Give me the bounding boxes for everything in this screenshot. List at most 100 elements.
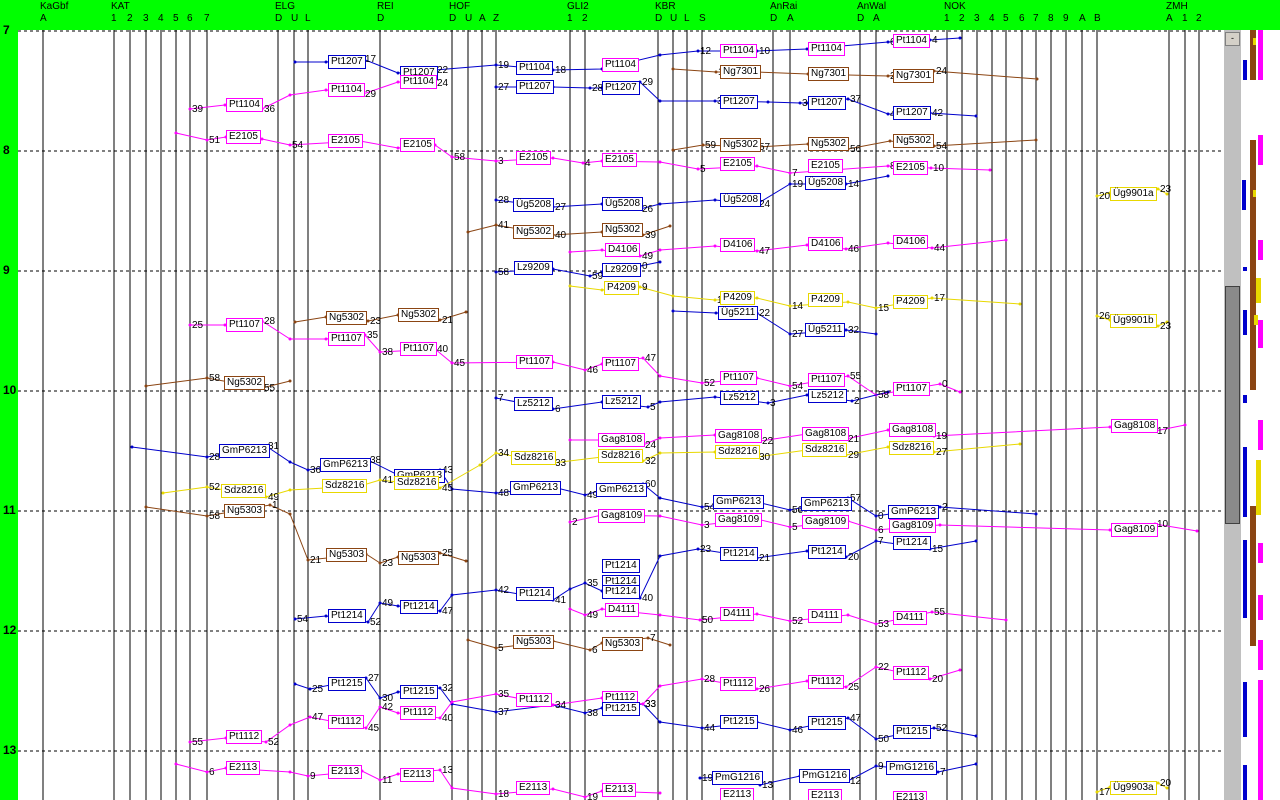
train-number-label[interactable]: Lz5212 (720, 391, 759, 405)
train-number-label[interactable]: Pt1207 (516, 80, 554, 94)
train-number-label[interactable]: Gag8108 (598, 433, 646, 447)
train-number-label[interactable]: E2113 (720, 788, 755, 800)
train-number-label[interactable]: Pt1214 (516, 587, 554, 601)
train-number-label[interactable]: E2113 (516, 781, 551, 795)
train-number-label[interactable]: Pt1207 (808, 96, 846, 110)
train-number-label[interactable]: Pt1104 (328, 83, 365, 97)
train-number-label[interactable]: Üg5208 (602, 197, 644, 211)
train-number-label[interactable]: Pt1214 (328, 609, 366, 623)
train-number-label[interactable]: Pt1112 (516, 693, 553, 707)
train-number-label[interactable]: Ng5302 (893, 134, 935, 148)
train-number-label[interactable]: Gag8109 (889, 519, 937, 533)
train-number-label[interactable]: Pt1107 (516, 355, 553, 369)
train-number-label[interactable]: Lz5212 (514, 397, 553, 411)
train-number-label[interactable]: Üg5211 (718, 306, 759, 320)
train-number-label[interactable]: GmP6213 (801, 497, 853, 511)
train-number-label[interactable]: Pt1107 (328, 332, 365, 346)
train-number-label[interactable]: GmP6213 (888, 505, 940, 519)
train-number-label[interactable]: Pt1207 (602, 81, 640, 95)
train-number-label[interactable]: E2105 (328, 134, 363, 148)
train-number-label[interactable]: E2105 (808, 159, 843, 173)
train-number-label[interactable]: Ng7301 (808, 67, 850, 81)
train-number-label[interactable]: PmG1216 (799, 769, 851, 783)
train-number-label[interactable]: Ng5302 (602, 223, 644, 237)
train-number-label[interactable]: D4106 (605, 243, 641, 257)
train-number-label[interactable]: Gag8109 (802, 515, 850, 529)
train-number-label[interactable]: Üg5208 (805, 176, 847, 190)
train-number-label[interactable]: Üg9901b (1110, 314, 1157, 328)
train-number-label[interactable]: Ng5302 (513, 225, 555, 239)
vertical-scrollbar[interactable]: - (1224, 30, 1241, 800)
train-number-label[interactable]: E2113 (602, 783, 637, 797)
train-number-label[interactable]: D4111 (808, 609, 842, 623)
train-number-label[interactable]: Pt1215 (328, 677, 366, 691)
train-number-label[interactable]: Pt1214 (893, 536, 931, 550)
train-number-label[interactable]: Üg5211 (805, 323, 846, 337)
train-number-label[interactable]: Ng7301 (893, 69, 935, 83)
train-number-label[interactable]: Sdz8216 (802, 443, 848, 457)
train-number-label[interactable]: Gag8109 (598, 509, 646, 523)
train-number-label[interactable]: Ng5303 (602, 637, 644, 651)
train-number-label[interactable]: Gag8108 (715, 429, 763, 443)
train-number-label[interactable]: E2105 (893, 161, 928, 175)
train-number-label[interactable]: Lz9209 (514, 261, 553, 275)
train-number-label[interactable]: P4209 (604, 281, 639, 295)
scroll-up-button[interactable]: - (1225, 32, 1240, 46)
train-number-label[interactable]: P4209 (893, 295, 928, 309)
train-number-label[interactable]: Ng5303 (326, 548, 368, 562)
train-number-label[interactable]: D4106 (808, 237, 844, 251)
train-number-label[interactable]: Lz9209 (602, 263, 641, 277)
train-number-label[interactable]: Sdz8216 (598, 449, 644, 463)
train-number-label[interactable]: Pt1112 (720, 677, 757, 691)
train-number-label[interactable]: Pt1112 (893, 666, 930, 680)
train-number-label[interactable]: Gag8108 (889, 423, 937, 437)
train-number-label[interactable]: Pt1107 (720, 371, 757, 385)
train-number-label[interactable]: Pt1214 (602, 585, 640, 599)
timetable-graph[interactable]: 3936312926241517221918171210964192122242… (18, 30, 1224, 800)
train-number-label[interactable]: Üg9901a (1110, 187, 1157, 201)
train-number-label[interactable]: Gag8108 (1111, 419, 1159, 433)
train-number-label[interactable]: E2105 (516, 151, 551, 165)
train-number-label[interactable]: Ng5302 (808, 137, 850, 151)
train-number-label[interactable]: Pt1104 (720, 44, 757, 58)
train-number-label[interactable]: E2113 (400, 768, 435, 782)
train-number-label[interactable]: Pt1107 (808, 373, 845, 387)
train-number-label[interactable]: Pt1214 (808, 545, 846, 559)
train-number-label[interactable]: Gag8108 (802, 427, 850, 441)
train-number-label[interactable]: Sdz8216 (715, 445, 761, 459)
train-number-label[interactable]: GmP6213 (510, 481, 562, 495)
train-number-label[interactable]: GmP6213 (320, 458, 372, 472)
train-number-label[interactable]: Pt1215 (602, 702, 640, 716)
train-number-label[interactable]: Gag8109 (1111, 523, 1159, 537)
train-number-label[interactable]: Üg9903a (1110, 781, 1157, 795)
train-number-label[interactable]: Pt1207 (720, 95, 758, 109)
train-number-label[interactable]: Üg5208 (513, 198, 555, 212)
train-number-label[interactable]: GmP6213 (713, 495, 765, 509)
train-number-label[interactable]: Ng5303 (398, 551, 440, 565)
train-number-label[interactable]: E2105 (226, 130, 261, 144)
train-number-label[interactable]: Pt1215 (720, 715, 758, 729)
train-number-label[interactable]: Pt1112 (226, 730, 263, 744)
train-number-label[interactable]: D4111 (605, 603, 639, 617)
train-number-label[interactable]: Sdz8216 (889, 441, 935, 455)
train-number-label[interactable]: Lz5212 (808, 389, 847, 403)
train-number-label[interactable]: Sdz8216 (322, 479, 368, 493)
train-number-label[interactable]: E2105 (400, 138, 435, 152)
train-number-label[interactable]: Gag8109 (715, 513, 763, 527)
scroll-thumb[interactable] (1225, 286, 1240, 524)
train-number-label[interactable]: Pt1215 (808, 716, 846, 730)
train-number-label[interactable]: E2113 (328, 765, 363, 779)
train-number-label[interactable]: E2113 (893, 791, 928, 800)
train-number-label[interactable]: Sdz8216 (394, 476, 440, 490)
train-number-label[interactable]: Pt1104 (226, 98, 263, 112)
train-number-label[interactable]: E2113 (808, 789, 843, 800)
train-number-label[interactable]: Pt1112 (400, 706, 437, 720)
train-number-label[interactable]: Ng5303 (513, 635, 555, 649)
train-number-label[interactable]: E2113 (226, 761, 261, 775)
train-number-label[interactable]: E2105 (720, 157, 755, 171)
train-number-label[interactable]: Pt1104 (400, 75, 437, 89)
train-number-label[interactable]: Sdz8216 (511, 451, 557, 465)
train-number-label[interactable]: Pt1207 (328, 55, 366, 69)
train-number-label[interactable]: D4111 (720, 607, 754, 621)
train-number-label[interactable]: Pt1214 (720, 547, 758, 561)
